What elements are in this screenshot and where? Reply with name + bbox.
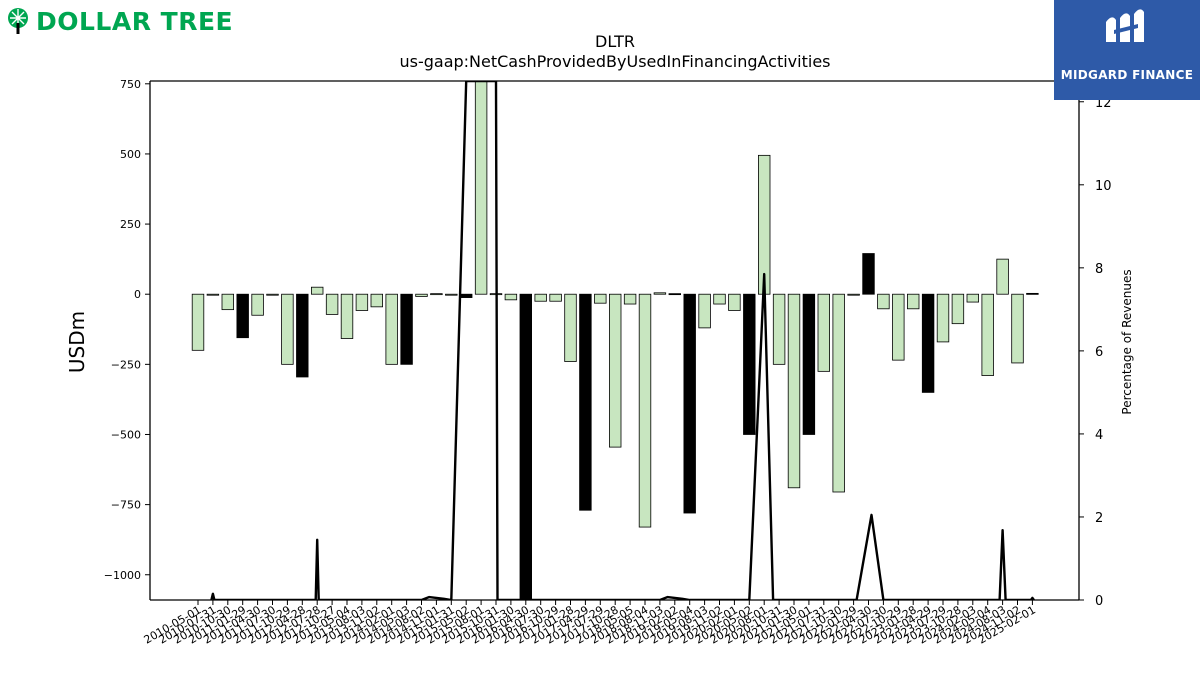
- axes-layer: 7505002500−250−500−750−10000246810122010…: [104, 78, 1112, 647]
- bar-quarterly: [713, 293, 726, 305]
- bar-quarterly: [936, 293, 950, 343]
- bar-quarterly: [251, 293, 264, 316]
- y2-axis-label: Percentage of Revenues: [1120, 269, 1134, 414]
- bar-quarterly: [594, 293, 607, 304]
- bar-quarterly: [1011, 293, 1024, 364]
- brand-name: DOLLAR TREE: [36, 6, 234, 36]
- pct-revenue-line: [210, 81, 1035, 600]
- bar-quarterly: [430, 293, 443, 296]
- y2-tick-label: 0: [1095, 594, 1103, 609]
- bar-annual: [459, 293, 473, 298]
- bar-quarterly: [474, 81, 488, 295]
- y-tick-label: −750: [111, 499, 141, 512]
- bar-quarterly: [504, 293, 518, 301]
- y-tick-label: 250: [120, 218, 141, 231]
- bar-annual: [579, 293, 592, 511]
- bar-quarterly: [847, 293, 860, 296]
- bar-quarterly: [966, 293, 980, 303]
- bar-annual: [519, 293, 533, 600]
- bar-quarterly: [698, 293, 711, 329]
- y-axis-label: USDm: [65, 311, 89, 373]
- bar-quarterly: [817, 293, 831, 372]
- bar-quarterly: [907, 293, 920, 310]
- bar-annual: [668, 293, 682, 296]
- bar-quarterly: [653, 292, 667, 295]
- y-tick-label: 0: [134, 288, 141, 301]
- y2-tick-label: 10: [1095, 179, 1112, 194]
- bar-quarterly: [638, 293, 652, 528]
- bar-quarterly: [445, 293, 458, 296]
- bar-annual: [921, 293, 935, 393]
- midgard-logo-icon: [1106, 9, 1144, 42]
- bar-quarterly: [609, 293, 622, 448]
- bar-quarterly: [892, 293, 905, 361]
- bar-quarterly: [564, 293, 577, 362]
- bar-quarterly: [981, 293, 994, 376]
- bar-quarterly: [310, 286, 324, 295]
- bars-layer: [191, 81, 1039, 600]
- bar-quarterly: [549, 293, 562, 302]
- bar-quarterly: [355, 293, 369, 311]
- bar-quarterly: [266, 293, 279, 296]
- tree-icon: [8, 8, 28, 34]
- bar-quarterly: [877, 293, 890, 310]
- bar-quarterly: [772, 293, 786, 365]
- bar-quarterly: [340, 293, 354, 339]
- bar-quarterly: [385, 293, 398, 365]
- bar-quarterly: [206, 293, 220, 296]
- bar-quarterly: [832, 293, 845, 493]
- bar-quarterly: [191, 293, 205, 351]
- y2-tick-label: 6: [1095, 345, 1103, 360]
- bar-quarterly: [623, 293, 637, 305]
- bar-quarterly: [728, 293, 741, 311]
- bar-annual: [802, 293, 816, 435]
- bar-quarterly: [996, 258, 1009, 295]
- y-tick-label: 500: [120, 148, 141, 161]
- midgard-finance-logo: MIDGARD FINANCE: [1054, 0, 1200, 100]
- bar-quarterly: [951, 293, 965, 325]
- bar-quarterly: [325, 293, 339, 315]
- bar-annual: [1026, 292, 1039, 295]
- y2-tick-label: 4: [1095, 428, 1103, 443]
- y2-tick-label: 2: [1095, 511, 1103, 526]
- chart-subtitle: us-gaap:NetCashProvidedByUsedInFinancing…: [399, 52, 831, 71]
- bar-quarterly: [281, 293, 294, 365]
- y-tick-label: −500: [111, 428, 141, 441]
- chart-title: DLTR: [595, 32, 635, 51]
- y-tick-label: −1000: [104, 569, 141, 582]
- bar-annual: [400, 293, 413, 365]
- partner-name: MIDGARD FINANCE: [1060, 68, 1194, 82]
- bar-annual: [296, 293, 309, 378]
- bar-quarterly: [534, 293, 547, 302]
- bar-quarterly: [221, 293, 235, 311]
- pct-line-layer: [210, 81, 1035, 600]
- bar-annual: [683, 293, 696, 514]
- bar-annual: [743, 293, 756, 435]
- bar-annual: [862, 253, 875, 295]
- bar-quarterly: [370, 293, 384, 308]
- dollar-tree-logo: DOLLAR TREE: [4, 4, 233, 38]
- bar-quarterly: [415, 293, 428, 297]
- y2-tick-label: 8: [1095, 262, 1103, 277]
- bar-quarterly: [787, 293, 801, 489]
- y-tick-label: −250: [111, 358, 141, 371]
- y-tick-label: 750: [120, 78, 141, 91]
- bar-annual: [236, 293, 249, 339]
